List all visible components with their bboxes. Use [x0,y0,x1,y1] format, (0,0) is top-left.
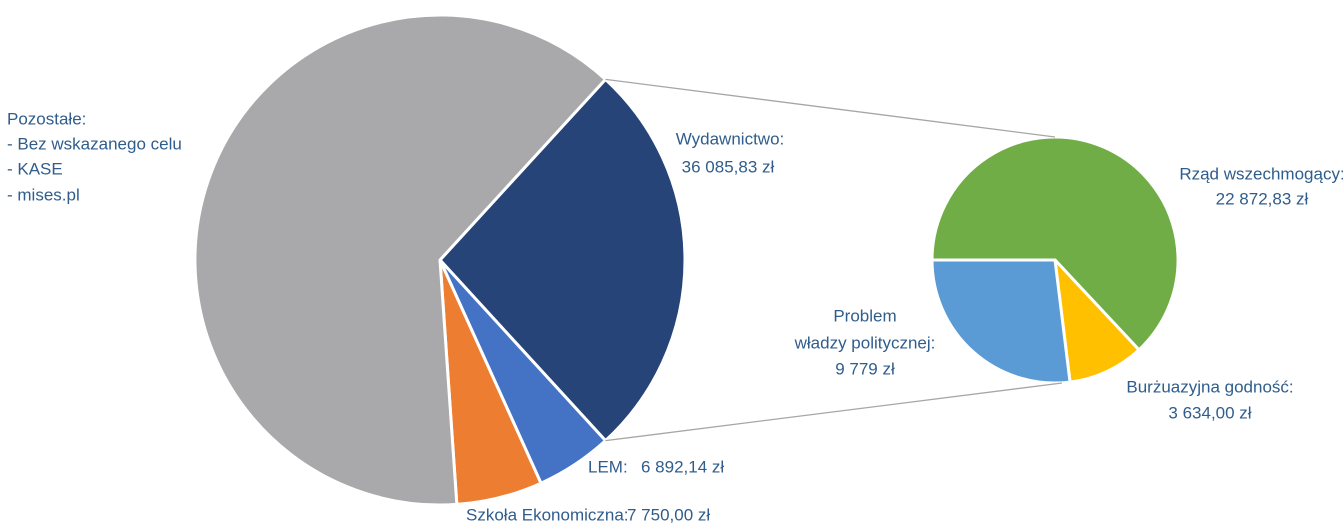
slice-label: władzy politycznej: [794,333,936,352]
slice-label: Burżuazyjna godność: [1126,377,1293,396]
slice-label: - Bez wskazanego celu [7,134,182,153]
value-label: 3 634,00 zł [1168,403,1251,422]
value-label: 6 892,14 zł [641,457,724,476]
value-label: 36 085,83 zł [682,157,775,176]
slice-label: Rząd wszechmogący: [1179,164,1343,183]
pie-slice [193,13,607,507]
connector-line [605,382,1063,442]
value-label: 7 750,00 zł [627,505,710,524]
pie-slice [930,135,1180,352]
slice-label: Pozostałe: [7,109,86,128]
slice-label: LEM: [588,457,628,476]
value-label: 9 779 zł [835,359,895,378]
slice-label: Wydawnictwo: [676,129,785,148]
slice-label: - KASE [7,159,63,178]
pie-slice [930,258,1072,385]
pie-slice [438,77,687,443]
connector-line [605,78,1056,138]
slice-label: Problem [833,306,896,325]
slice-label: Szkoła Ekonomiczna: [466,505,629,524]
value-label: 22 872,83 zł [1216,189,1309,208]
slice-label: - mises.pl [7,185,80,204]
